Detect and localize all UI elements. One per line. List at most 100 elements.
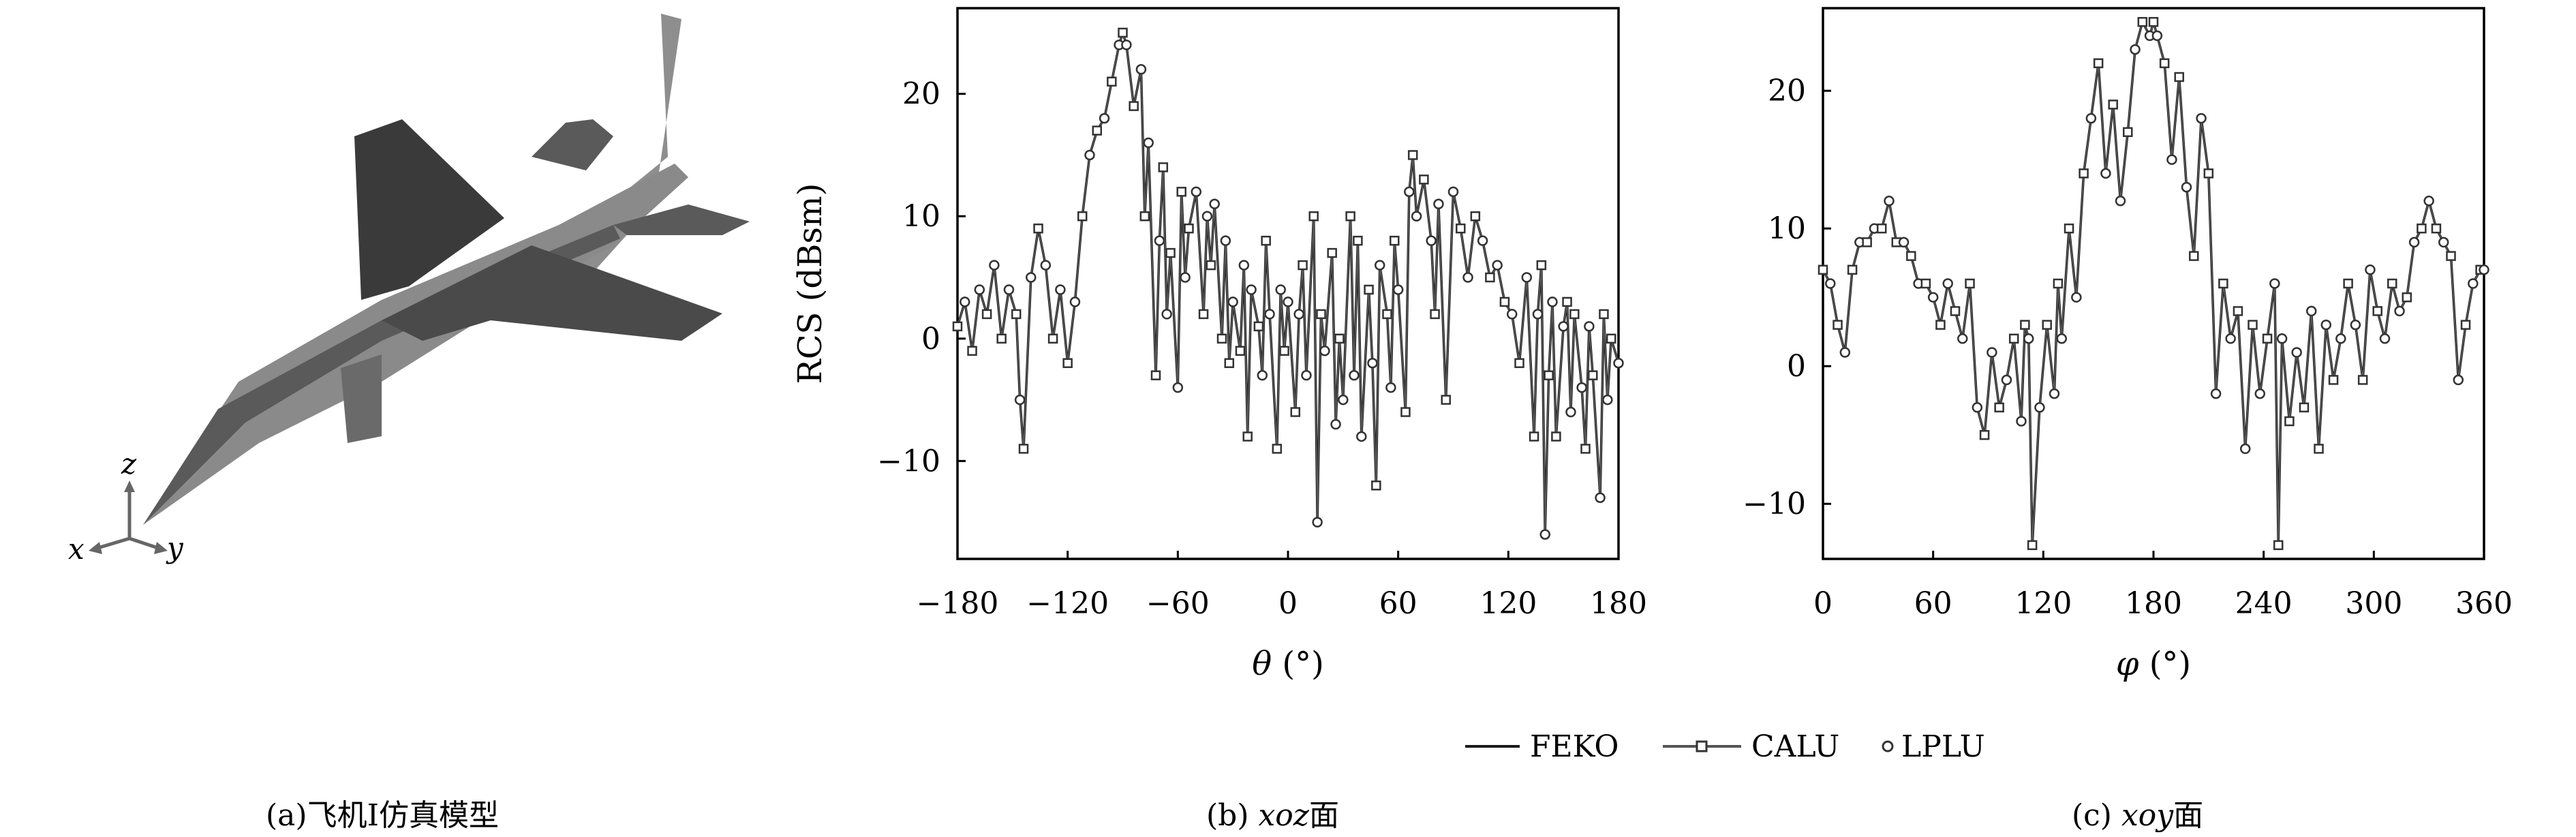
chart-b-ytick-label: 0 <box>921 322 940 356</box>
chart-c-calu-marker <box>2174 72 2184 82</box>
chart-b-lplu-marker <box>1385 382 1396 393</box>
chart-c-calu-marker <box>1950 306 1961 316</box>
chart-b-lplu-marker <box>1356 431 1367 442</box>
chart-b-ytick-label: 20 <box>902 77 940 112</box>
chart-b-calu-marker <box>1118 27 1128 38</box>
chart-b-xtick-label: −180 <box>917 586 999 621</box>
aircraft-vertical-tail <box>354 119 504 300</box>
chart-c-calu-marker <box>2299 402 2310 413</box>
chart-b-lplu-marker <box>1330 418 1341 430</box>
chart-c-lplu-marker <box>2130 44 2141 55</box>
chart-c-lplu-marker <box>2225 333 2236 344</box>
chart-b-calu-marker <box>1129 101 1139 111</box>
caption-b-plane: xoz <box>1258 798 1309 833</box>
chart-b-calu-marker <box>1047 333 1058 344</box>
chart-c-lplu-marker <box>2034 402 2045 413</box>
chart-b-lplu-marker <box>1426 235 1437 246</box>
chart-c-lplu-marker <box>2210 388 2222 399</box>
chart-c-lplu-marker <box>2438 237 2449 248</box>
chart-b-calu-marker <box>1390 235 1400 246</box>
chart-c-lplu-marker <box>2085 112 2097 124</box>
chart-b-calu-marker <box>1544 370 1554 380</box>
chart-b-ytick-label: −10 <box>877 444 940 478</box>
chart-b-lplu-marker <box>1293 309 1304 320</box>
chart-c-lplu-marker <box>2071 292 2082 303</box>
chart-c-xtick-label: 180 <box>2125 586 2182 621</box>
chart-b-calu-marker <box>1407 150 1418 160</box>
chart-b-lplu-marker <box>1227 296 1238 307</box>
chart-c-calu-marker <box>1818 264 1828 275</box>
chart-c-calu-marker <box>2020 320 2030 330</box>
chart-b-lplu-marker <box>1565 406 1576 418</box>
chart-b-calu-marker <box>1198 309 1209 320</box>
chart-c-xtick-label: 0 <box>1813 586 1833 621</box>
chart-b-lplu-marker <box>1026 272 1037 283</box>
chart-b-calu-marker <box>1485 272 1495 283</box>
chart-b-lplu-marker <box>1238 260 1250 271</box>
chart-c-calu-marker <box>2008 333 2019 344</box>
chart-c-calu-marker <box>1862 237 1872 247</box>
chart-b-lplu-marker <box>1220 235 1231 246</box>
chart-b-lplu-marker <box>1003 284 1015 295</box>
chart-c-calu-marker <box>2417 223 2427 234</box>
chart-c-calu-marker <box>2446 251 2456 261</box>
chart-b-xtick-label: −60 <box>1146 586 1210 621</box>
chart-c-lplu-marker <box>1825 278 1836 289</box>
model-axis-z-label: z <box>121 447 137 481</box>
chart-b-calu-marker <box>1470 211 1481 222</box>
chart-b-lplu-marker <box>1506 309 1518 320</box>
chart-b-calu-marker <box>1551 431 1561 442</box>
chart-b-lplu-marker <box>1069 296 1081 307</box>
chart-b-lplu-marker <box>1338 394 1349 406</box>
legend-lplu-marker <box>1882 740 1894 752</box>
caption-c-prefix: (c) <box>2072 798 2121 833</box>
chart-b-calu-marker <box>1011 309 1022 320</box>
chart-c-lplu-marker <box>2056 333 2068 344</box>
chart-b-lplu-marker <box>1312 517 1323 528</box>
chart-b-lplu-marker <box>1539 529 1550 540</box>
chart-b-lplu-marker <box>1055 284 1066 295</box>
chart-b-calu-marker <box>1419 174 1429 185</box>
chart-b-calu-marker <box>1382 309 1392 320</box>
chart-b-lplu-marker <box>1301 369 1312 381</box>
chart-b-series-feko <box>956 28 1620 535</box>
chart-c-calu-marker <box>2148 16 2159 27</box>
chart-b-lplu-marker <box>1135 64 1147 75</box>
chart-b-lplu-marker <box>1447 186 1459 198</box>
aircraft-left-wing <box>382 245 722 341</box>
chart-b-calu-marker <box>1018 444 1029 454</box>
chart-b-lplu-marker <box>1172 382 1184 393</box>
chart-c-lplu-marker <box>2049 388 2060 399</box>
chart-c-lplu-marker <box>1839 347 1851 358</box>
chart-b-calu-marker <box>1536 260 1547 271</box>
chart-b-calu-marker <box>1529 431 1539 442</box>
chart-b-lplu-marker <box>1264 309 1275 320</box>
chart-c-lplu-marker <box>1898 237 1910 248</box>
chart-c-lplu-marker <box>2254 388 2266 399</box>
chart-c-xtick-label: 360 <box>2455 586 2513 621</box>
chart-c-lplu-marker <box>2100 168 2111 179</box>
chart-c-calu-marker <box>2248 320 2258 330</box>
aircraft-left-tailplane <box>613 204 750 235</box>
chart-b-lplu-marker <box>989 260 1000 271</box>
chart-b-lplu-marker <box>1161 309 1172 320</box>
chart-b-lplu-marker <box>974 284 985 295</box>
chart-c-lplu-marker <box>1957 333 1968 344</box>
chart-b-lplu-marker <box>1462 272 1473 283</box>
chart-b-xtick-label: 180 <box>1590 586 1647 621</box>
chart-c-xtick-label: 240 <box>2235 586 2293 621</box>
chart-b-lplu-marker <box>960 296 970 307</box>
chart-b-calu-marker <box>952 321 963 332</box>
legend-lplu-label: LPLU <box>1901 729 1985 764</box>
chart-c-lplu-marker <box>2239 443 2251 455</box>
chart-c-calu-marker <box>2357 375 2368 385</box>
chart-c-calu-marker <box>2159 58 2170 69</box>
aircraft-engine-intake <box>341 354 382 443</box>
chart-b-xtick-label: −120 <box>1026 586 1109 621</box>
chart-c-lplu-marker <box>2479 264 2489 275</box>
caption-b-prefix: (b) <box>1206 798 1259 833</box>
chart-c-calu-marker <box>2064 223 2074 234</box>
caption-c: (c) xoy面 <box>2072 791 2203 834</box>
chart-b-calu-marker <box>1441 395 1451 405</box>
chart-b-calu-marker <box>1456 223 1466 234</box>
